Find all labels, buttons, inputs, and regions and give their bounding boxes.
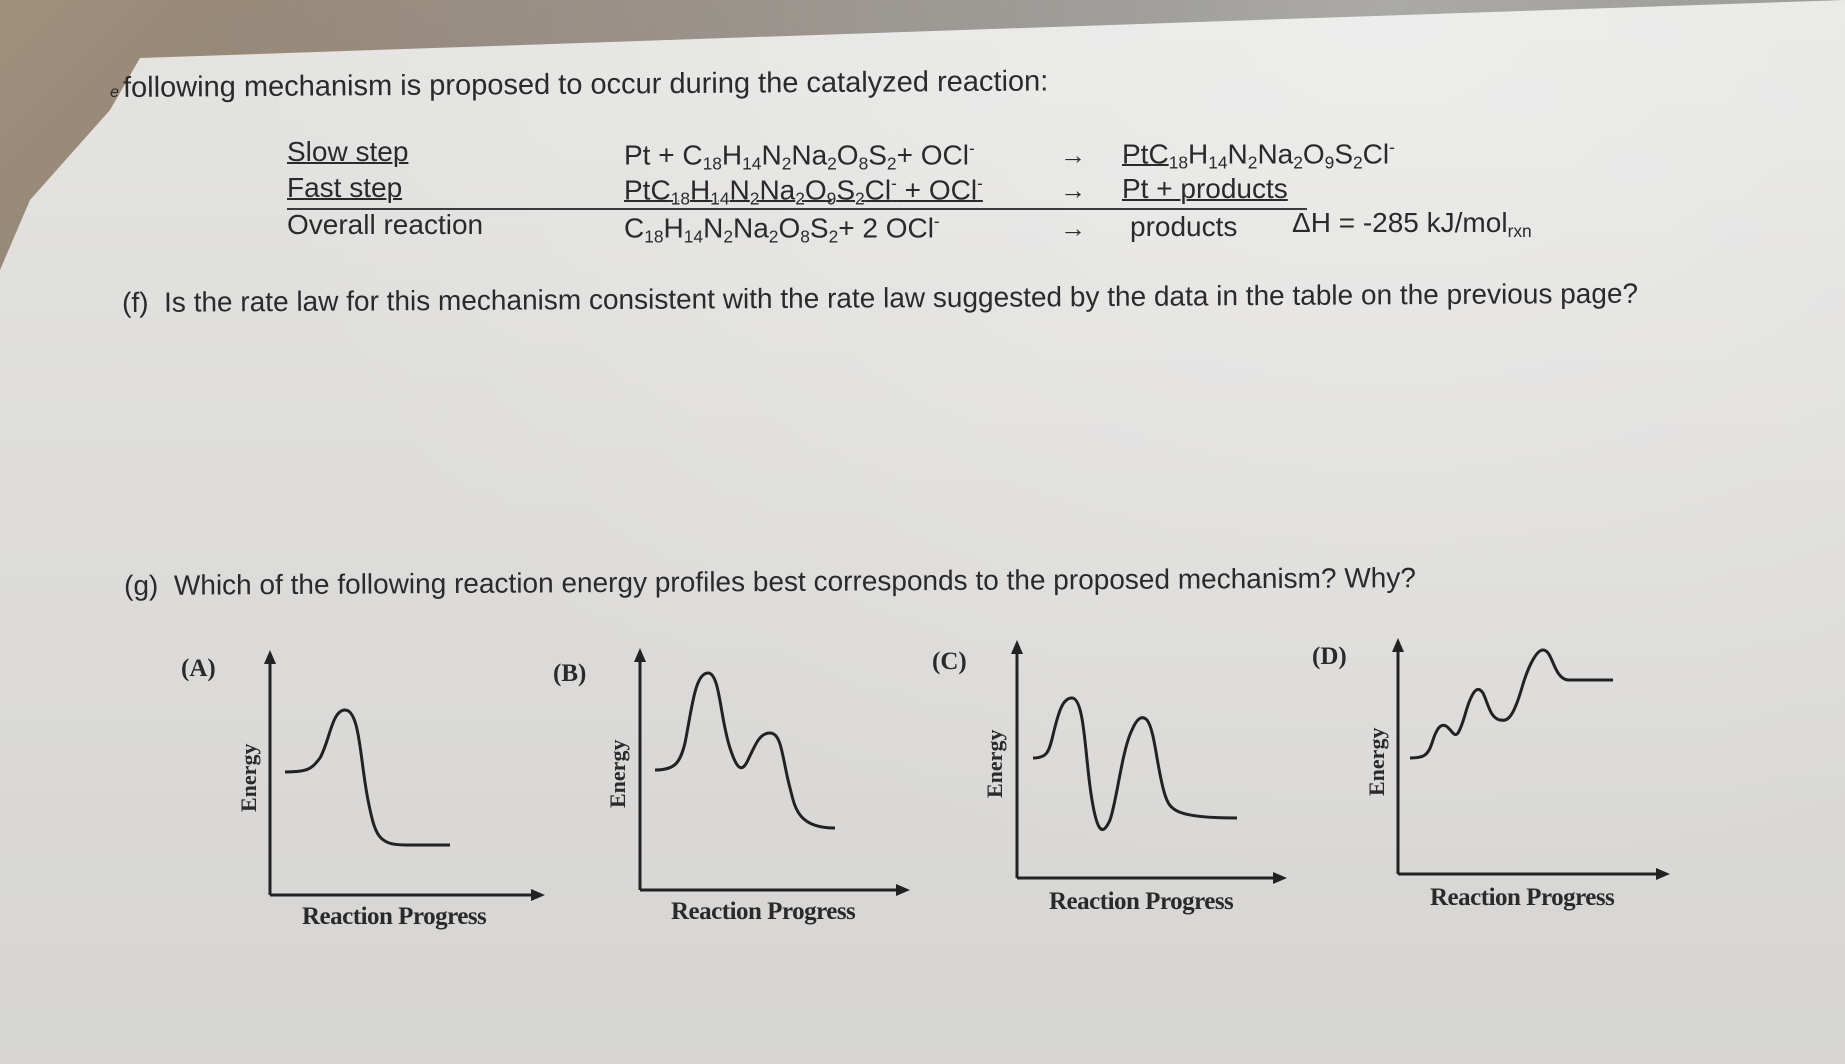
step-label-slow: Slow step bbox=[287, 136, 409, 167]
profile-c-graph bbox=[1011, 640, 1287, 884]
profile-c-y-arrowhead bbox=[1011, 640, 1023, 654]
profile-b-xlabel: Reaction Progress bbox=[671, 898, 856, 925]
profile-d-y-arrowhead bbox=[1392, 638, 1404, 652]
intro-text: e following mechanism is proposed to occu… bbox=[110, 65, 1048, 105]
fast-step-products: Pt + products bbox=[1122, 173, 1288, 204]
slow-step-products: PtC18H14N2Na2O9S2Cl- bbox=[1122, 137, 1395, 173]
profile-d-x-arrowhead bbox=[1656, 868, 1670, 880]
profile-a-x-arrowhead bbox=[531, 889, 545, 901]
overall-reactants: C18H14N2Na2O8S2+ 2 OCl- bbox=[624, 211, 940, 247]
overall-arrow: → bbox=[1060, 213, 1086, 243]
profile-a-curve bbox=[284, 708, 450, 847]
step-label-overall: Overall reaction bbox=[287, 209, 484, 240]
profile-d-ylabel: Energy bbox=[1364, 727, 1389, 796]
profile-a-graph bbox=[264, 650, 545, 901]
profile-b-label: (B) bbox=[553, 660, 587, 687]
intro-prefix: e bbox=[110, 83, 120, 101]
profile-d-label: (D) bbox=[1312, 643, 1347, 670]
profile-b-y-arrowhead bbox=[634, 648, 646, 662]
profile-a-ylabel: Energy bbox=[236, 743, 261, 812]
profile-b-graph bbox=[634, 648, 910, 896]
slow-step-reactants: Pt + C18H14N2Na2O8S2+ OCl- bbox=[624, 138, 975, 174]
profile-c-x-arrowhead bbox=[1273, 872, 1287, 884]
question-f-label: (f) bbox=[122, 286, 149, 318]
question-g-label: (g) bbox=[124, 569, 159, 601]
profile-b-x-arrowhead bbox=[896, 884, 910, 896]
step-label-fast: Fast step bbox=[287, 172, 403, 203]
profile-c-xlabel: Reaction Progress bbox=[1049, 888, 1234, 915]
profile-b-curve bbox=[654, 671, 836, 830]
sum-line bbox=[287, 208, 1307, 210]
profile-c-curve bbox=[1032, 696, 1238, 831]
profile-d-graph bbox=[1392, 638, 1670, 880]
question-g-text: Which of the following reaction energy p… bbox=[173, 562, 1416, 601]
fast-step-arrow: → bbox=[1060, 175, 1086, 205]
profile-c-label: (C) bbox=[932, 648, 967, 675]
slow-step-arrow: → bbox=[1060, 140, 1086, 170]
profile-a-y-arrowhead bbox=[264, 650, 276, 664]
profile-d-xlabel: Reaction Progress bbox=[1430, 884, 1615, 911]
enthalpy: ΔH = -285 kJ/molrxn bbox=[1292, 207, 1532, 242]
intro-sentence: following mechanism is proposed to occur… bbox=[122, 65, 1049, 104]
profile-c-ylabel: Energy bbox=[982, 729, 1007, 798]
profile-d-curve bbox=[1409, 648, 1613, 760]
profile-a-label: (A) bbox=[181, 655, 216, 682]
profile-a-xlabel: Reaction Progress bbox=[302, 903, 487, 930]
profile-b-ylabel: Energy bbox=[605, 739, 630, 808]
overall-products: products bbox=[1130, 211, 1238, 242]
fast-step-reactants: PtC18H14N2Na2O9S2Cl- + OCl- bbox=[624, 173, 983, 209]
